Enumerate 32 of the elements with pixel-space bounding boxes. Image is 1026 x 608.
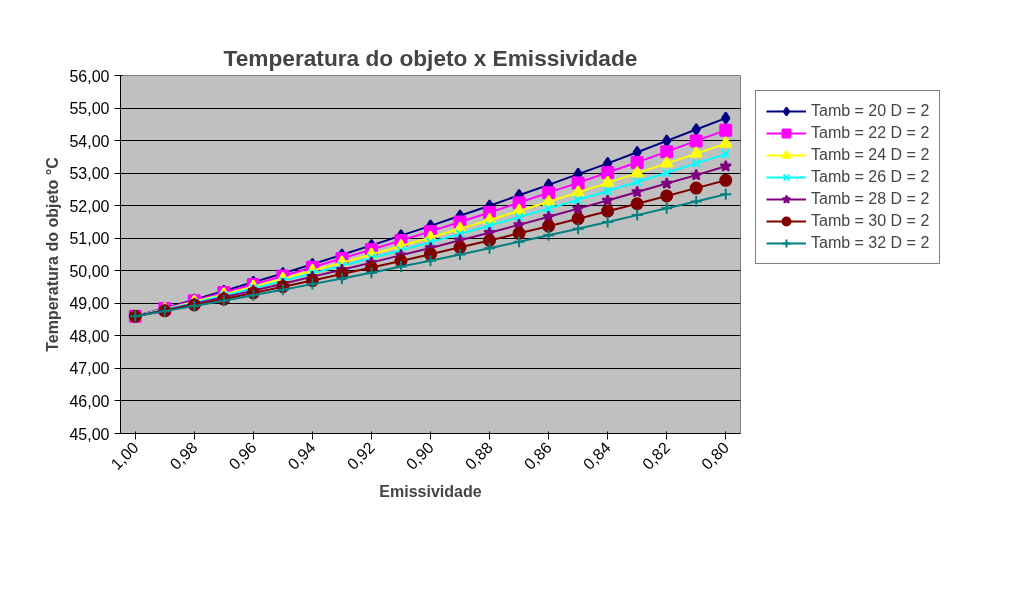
y-tick-label: 49,00 [69, 295, 110, 313]
y-axis-title: Temperatura do objeto °C [44, 156, 62, 352]
x-tick-label: 0,96 [225, 438, 260, 473]
legend-label: Tamb = 32 D = 2 [811, 234, 930, 252]
x-tick-label: 0,90 [402, 438, 437, 473]
x-tick-label: 0,80 [698, 438, 733, 473]
x-axis-title: Emissividade [379, 483, 482, 501]
y-tick-label: 46,00 [69, 392, 110, 410]
legend-label: Tamb = 26 D = 2 [811, 168, 930, 186]
y-tick-label: 48,00 [69, 327, 110, 345]
y-tick-label: 52,00 [69, 197, 110, 215]
legend-label: Tamb = 24 D = 2 [811, 146, 930, 164]
legend-label: Tamb = 22 D = 2 [811, 124, 930, 142]
y-tick-label: 55,00 [69, 100, 110, 118]
y-tick-label: 45,00 [69, 425, 110, 443]
y-tick-label: 47,00 [69, 360, 110, 378]
x-tick-label: 0,84 [579, 438, 615, 473]
legend-label: Tamb = 28 D = 2 [811, 190, 930, 208]
x-tick-label: 0,92 [343, 438, 378, 473]
chart-title: Temperatura do objeto x Emissividade [223, 44, 638, 71]
legend-label: Tamb = 30 D = 2 [811, 212, 930, 230]
y-tick-label: 51,00 [69, 230, 110, 248]
x-tick-label: 0,88 [461, 438, 496, 473]
y-tick-label: 50,00 [69, 262, 110, 280]
x-tick-label: 0,82 [639, 438, 674, 473]
x-tick-label: 0,94 [284, 438, 319, 473]
y-tick-label: 53,00 [69, 165, 110, 183]
legend-label: Tamb = 20 D = 2 [811, 102, 930, 120]
y-tick-label: 54,00 [69, 132, 110, 150]
x-tick-label: 0,86 [520, 438, 556, 473]
y-tick-label: 56,00 [69, 67, 110, 85]
x-tick-label: 0,98 [166, 438, 201, 473]
